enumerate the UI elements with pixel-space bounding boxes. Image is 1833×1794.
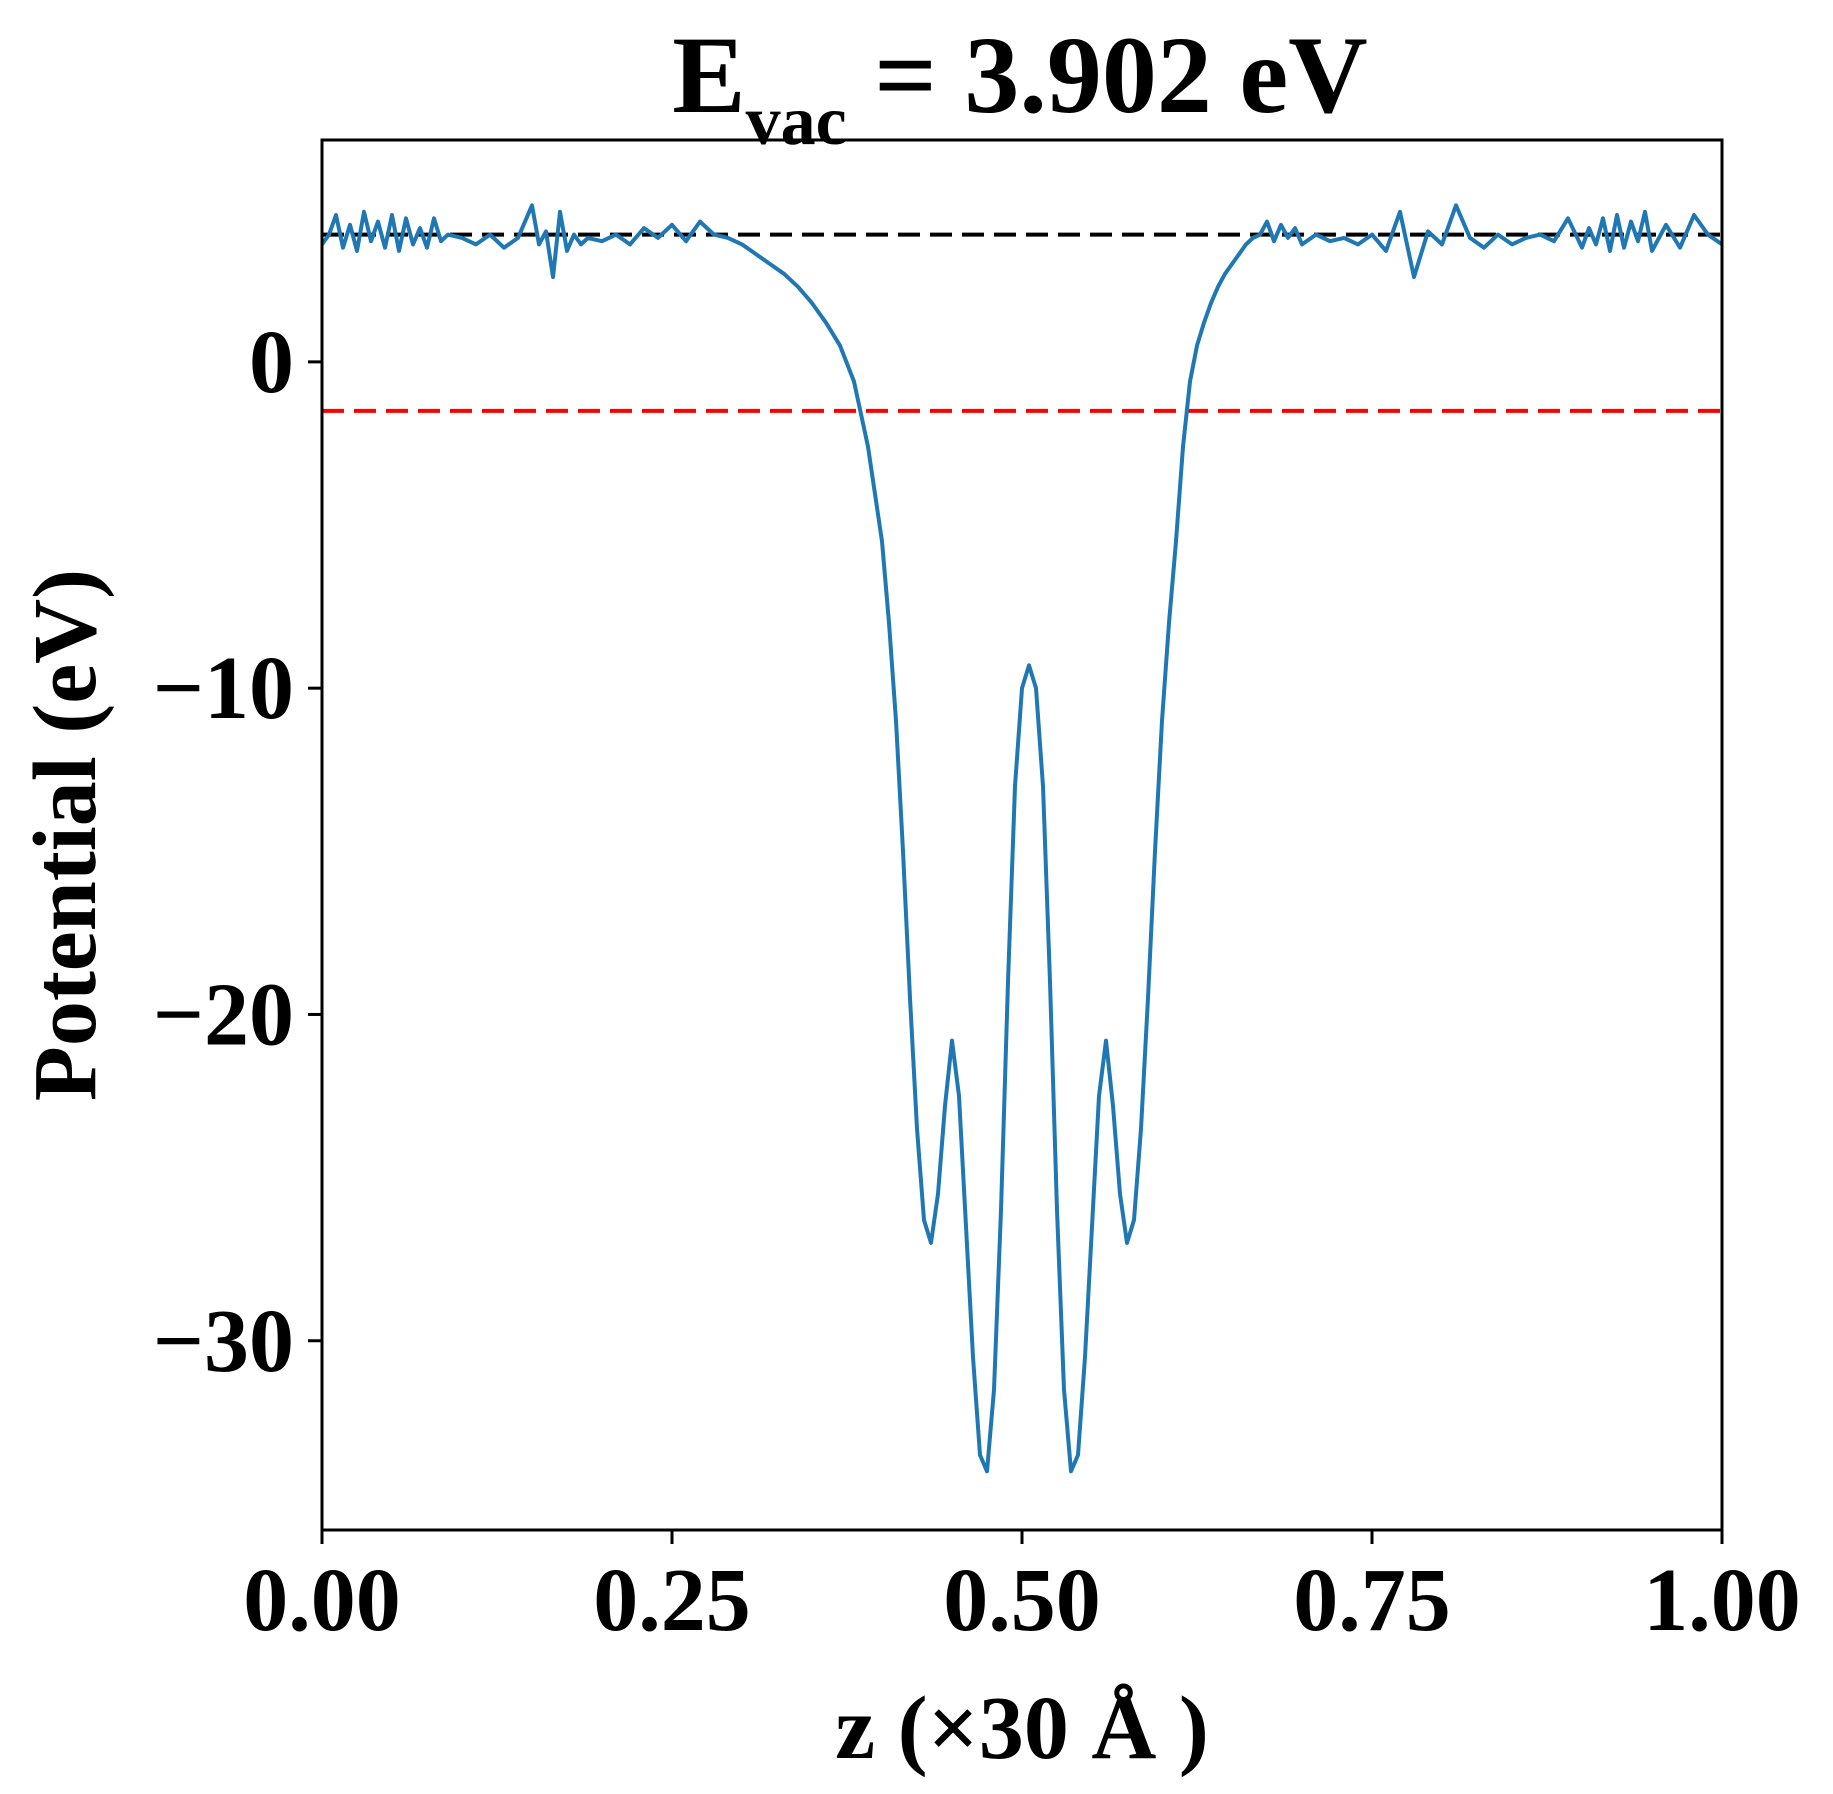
y-tick-label: −30 bbox=[153, 1292, 294, 1391]
x-tick-label: 0.25 bbox=[593, 1551, 751, 1650]
y-tick-label: −10 bbox=[153, 639, 294, 738]
y-axis-ticks: 0 −10 −20 −30 bbox=[153, 313, 322, 1391]
series-line-0 bbox=[320, 203, 1724, 1474]
y-axis-label: Potential (eV) bbox=[16, 569, 115, 1101]
chart-title-main: E bbox=[672, 14, 745, 136]
y-tick-label: 0 bbox=[249, 313, 294, 412]
y-tick-label: −20 bbox=[153, 965, 294, 1064]
x-tick-label: 0.00 bbox=[243, 1551, 401, 1650]
chart-title-subscript: vac bbox=[746, 83, 847, 160]
x-axis-label: z (×30 Å ) bbox=[835, 1679, 1209, 1778]
chart-title: Evac = 3.902 eV bbox=[672, 14, 1367, 160]
axes-frame bbox=[320, 138, 1724, 1532]
x-tick-label: 0.75 bbox=[1293, 1551, 1451, 1650]
x-tick-label: 0.50 bbox=[943, 1551, 1101, 1650]
plot-area bbox=[320, 203, 1724, 1474]
chart-title-rest: = 3.902 eV bbox=[847, 14, 1368, 136]
x-tick-label: 1.00 bbox=[1643, 1551, 1801, 1650]
x-axis-ticks: 0.00 0.25 0.50 0.75 1.00 bbox=[243, 1530, 1801, 1650]
